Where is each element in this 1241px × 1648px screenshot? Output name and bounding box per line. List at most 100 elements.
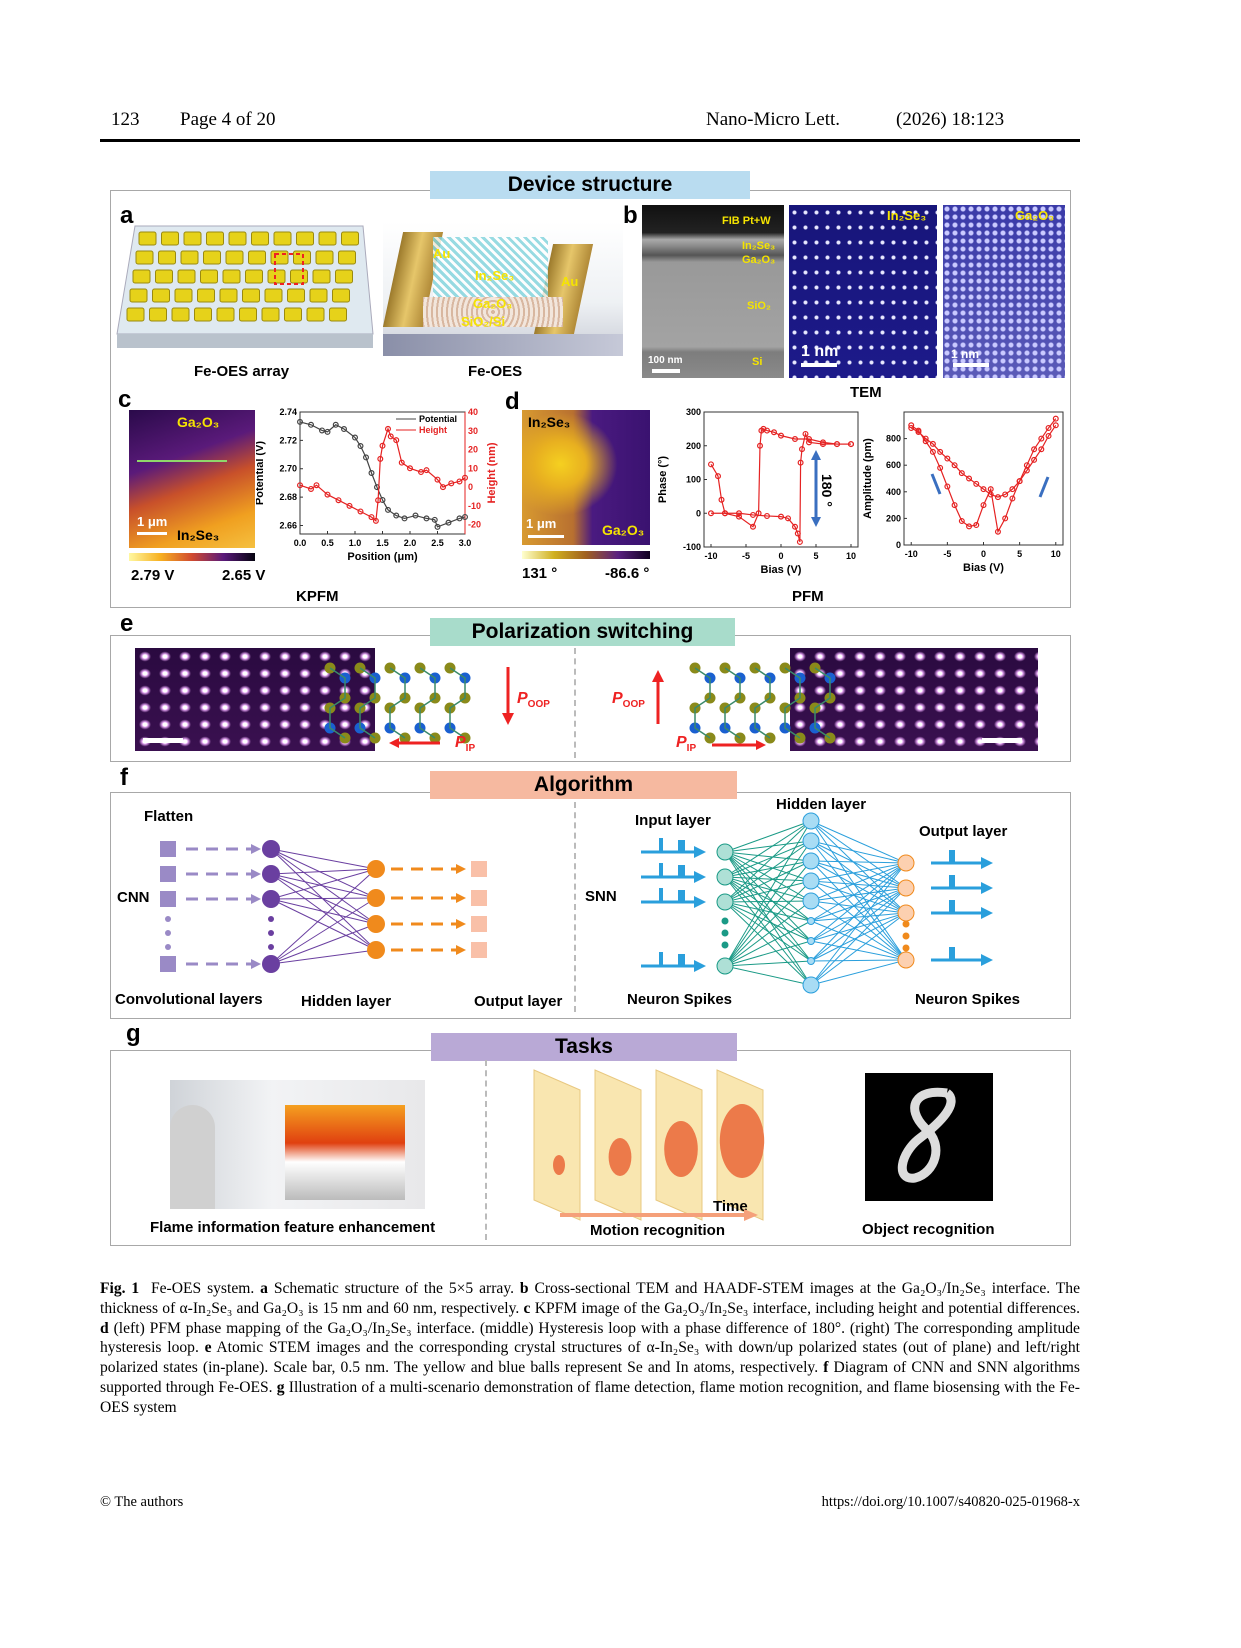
arrow-head (251, 869, 261, 879)
ellipsis-dot (165, 944, 171, 950)
hidden-layer-label: Hidden layer (301, 993, 392, 1010)
kpfm-colorbar (129, 553, 255, 561)
data-point (423, 467, 430, 474)
output-layer-label: Output layer (919, 823, 1008, 840)
y-tick-label: 2.74 (279, 407, 297, 417)
p-oop-label: POOP (517, 690, 550, 711)
electrode-pad (242, 288, 260, 303)
y-axis-label: Phase (°) (657, 456, 669, 504)
y-tick-label: 2.70 (279, 464, 297, 474)
electrode-pad (183, 231, 202, 246)
connection (270, 873, 377, 899)
data-point (908, 422, 915, 429)
au-label: Au (561, 274, 579, 289)
connection (270, 898, 377, 925)
data-point (966, 523, 973, 530)
bond (814, 667, 831, 739)
electrode-pad (273, 231, 292, 246)
snn-label: SNN (585, 888, 617, 905)
spike (659, 863, 663, 877)
flame-region (664, 1121, 698, 1177)
scale-bar-label: 1 nm (801, 343, 839, 360)
panel-label-b: b (623, 202, 638, 229)
object-task-caption: Object recognition (862, 1221, 995, 1238)
in2se3-image-label: In₂Se₃ (887, 208, 927, 223)
electrode-pad (222, 269, 241, 284)
arrow-down-icon (502, 667, 514, 725)
connection (270, 898, 377, 951)
data-point (980, 502, 987, 509)
data-point (385, 425, 392, 432)
substrate-label: SiO₂/Si (461, 314, 506, 329)
connection (724, 840, 812, 967)
data-point (375, 497, 382, 504)
electrode-pad (290, 269, 308, 284)
x-tick-label: 1.0 (349, 538, 362, 548)
connection (810, 860, 907, 961)
data-point (313, 482, 320, 489)
y-tick-label: 2.72 (279, 435, 297, 445)
colorbar-min: 2.65 V (222, 567, 266, 584)
data-point (735, 513, 742, 520)
electrode-pad (180, 250, 199, 265)
electrode-pad (219, 288, 238, 303)
data-point (802, 430, 809, 437)
data-point (307, 485, 314, 492)
footer-doi[interactable]: https://doi.org/10.1007/s40820-025-01968… (821, 1494, 1080, 1510)
scale-bar-label: 1 nm (951, 347, 980, 361)
output-neuron (367, 941, 385, 959)
bond (389, 667, 406, 739)
data-point (758, 427, 765, 434)
bond (754, 667, 771, 739)
y2-tick-label: -20 (468, 520, 481, 530)
flatten-unit (160, 891, 176, 907)
electrode-pad (203, 250, 221, 265)
electrode-pad (329, 307, 347, 322)
y-tick-label: 0 (696, 508, 701, 518)
section-polarization-switching: Polarization switching (430, 618, 735, 646)
in2se3-label: In₂Se₃ (177, 527, 220, 543)
data-point (749, 523, 756, 530)
in2se3-layer-label: In₂Se₃ (742, 240, 776, 252)
ellipsis-dot (268, 944, 274, 950)
fe-oes-device-image: Au Au In₂Se₃ Ga₂O₃ SiO₂/Si (382, 222, 623, 356)
phase-difference-label: 180 ° (819, 474, 835, 507)
electrode-pad (200, 269, 218, 284)
data-point (296, 482, 303, 489)
connection (724, 851, 812, 922)
data-point (908, 424, 915, 431)
data-point (1052, 422, 1059, 429)
x-tick-label: 5 (813, 551, 818, 561)
y-tick-label: 200 (886, 513, 901, 523)
data-point (944, 483, 951, 490)
data-point (332, 421, 339, 428)
neuron-spikes-label: Neuron Spikes (627, 991, 733, 1008)
hidden-neuron (262, 840, 280, 858)
series-line-potential (299, 421, 466, 528)
output-layer-label: Output layer (474, 993, 563, 1010)
colorbar-max: 2.79 V (131, 567, 175, 584)
electrode-pad (306, 307, 325, 322)
data-point (1031, 446, 1038, 453)
data-point (1038, 446, 1045, 453)
data-point (1009, 495, 1016, 502)
data-point (434, 523, 441, 530)
output-neuron (367, 860, 385, 878)
data-point (379, 442, 386, 449)
connection (724, 840, 812, 903)
flame-region (719, 1104, 765, 1178)
electrode-pad (341, 231, 359, 246)
arrow-head (456, 893, 466, 903)
electrode-pad (135, 250, 154, 265)
connection (724, 876, 812, 902)
arrow-head (251, 844, 261, 854)
section-tasks: Tasks (431, 1033, 737, 1061)
data-point (922, 435, 929, 442)
data-point (714, 473, 721, 480)
data-point (929, 448, 936, 455)
connection (810, 820, 907, 864)
connection (810, 862, 907, 922)
data-point (937, 448, 944, 455)
electrode-pad (264, 288, 283, 303)
connection (724, 851, 812, 882)
